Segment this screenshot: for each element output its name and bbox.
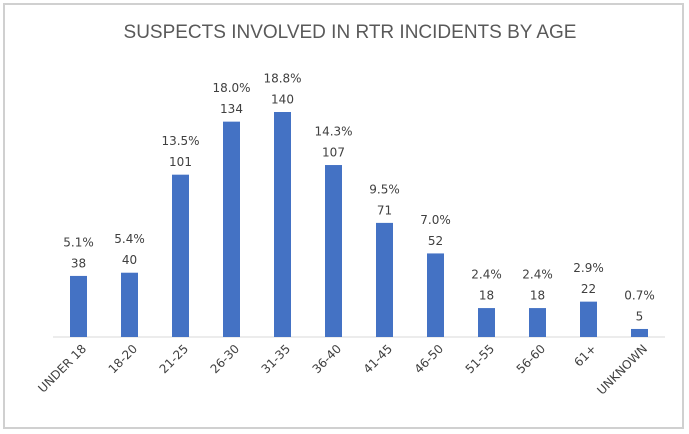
chart-frame [3, 3, 684, 429]
value-label: 22 [581, 282, 596, 296]
bar [121, 272, 138, 337]
bar [478, 308, 495, 337]
value-label: 38 [71, 256, 86, 270]
bar [70, 275, 87, 337]
percent-label: 0.7% [624, 288, 655, 302]
bar [580, 301, 597, 337]
bar [631, 328, 648, 337]
value-label: 18 [479, 289, 494, 303]
bar [529, 308, 546, 337]
percent-label: 2.4% [471, 268, 502, 282]
bar [223, 121, 240, 338]
value-label: 134 [220, 102, 243, 116]
value-label: 107 [322, 146, 345, 160]
value-label: 140 [271, 93, 294, 107]
bar [427, 253, 444, 337]
bar [172, 174, 189, 337]
value-label: 5 [636, 309, 644, 323]
percent-label: 2.4% [522, 268, 553, 282]
percent-label: 13.5% [161, 134, 199, 148]
bar [274, 112, 291, 337]
percent-label: 5.4% [114, 232, 145, 246]
chart-title: SUSPECTS INVOLVED IN RTR INCIDENTS BY AG… [124, 22, 577, 43]
value-label: 18 [530, 289, 545, 303]
percent-label: 7.0% [420, 213, 451, 227]
percent-label: 2.9% [573, 261, 604, 275]
value-label: 71 [377, 203, 392, 217]
bar [325, 165, 342, 337]
percent-label: 14.3% [314, 125, 352, 139]
percent-label: 18.8% [263, 72, 301, 86]
percent-label: 5.1% [63, 235, 94, 249]
value-label: 101 [169, 155, 192, 169]
percent-label: 18.0% [212, 81, 250, 95]
value-label: 52 [428, 234, 443, 248]
bar [376, 222, 393, 337]
percent-label: 9.5% [369, 182, 400, 196]
value-label: 40 [122, 253, 137, 267]
